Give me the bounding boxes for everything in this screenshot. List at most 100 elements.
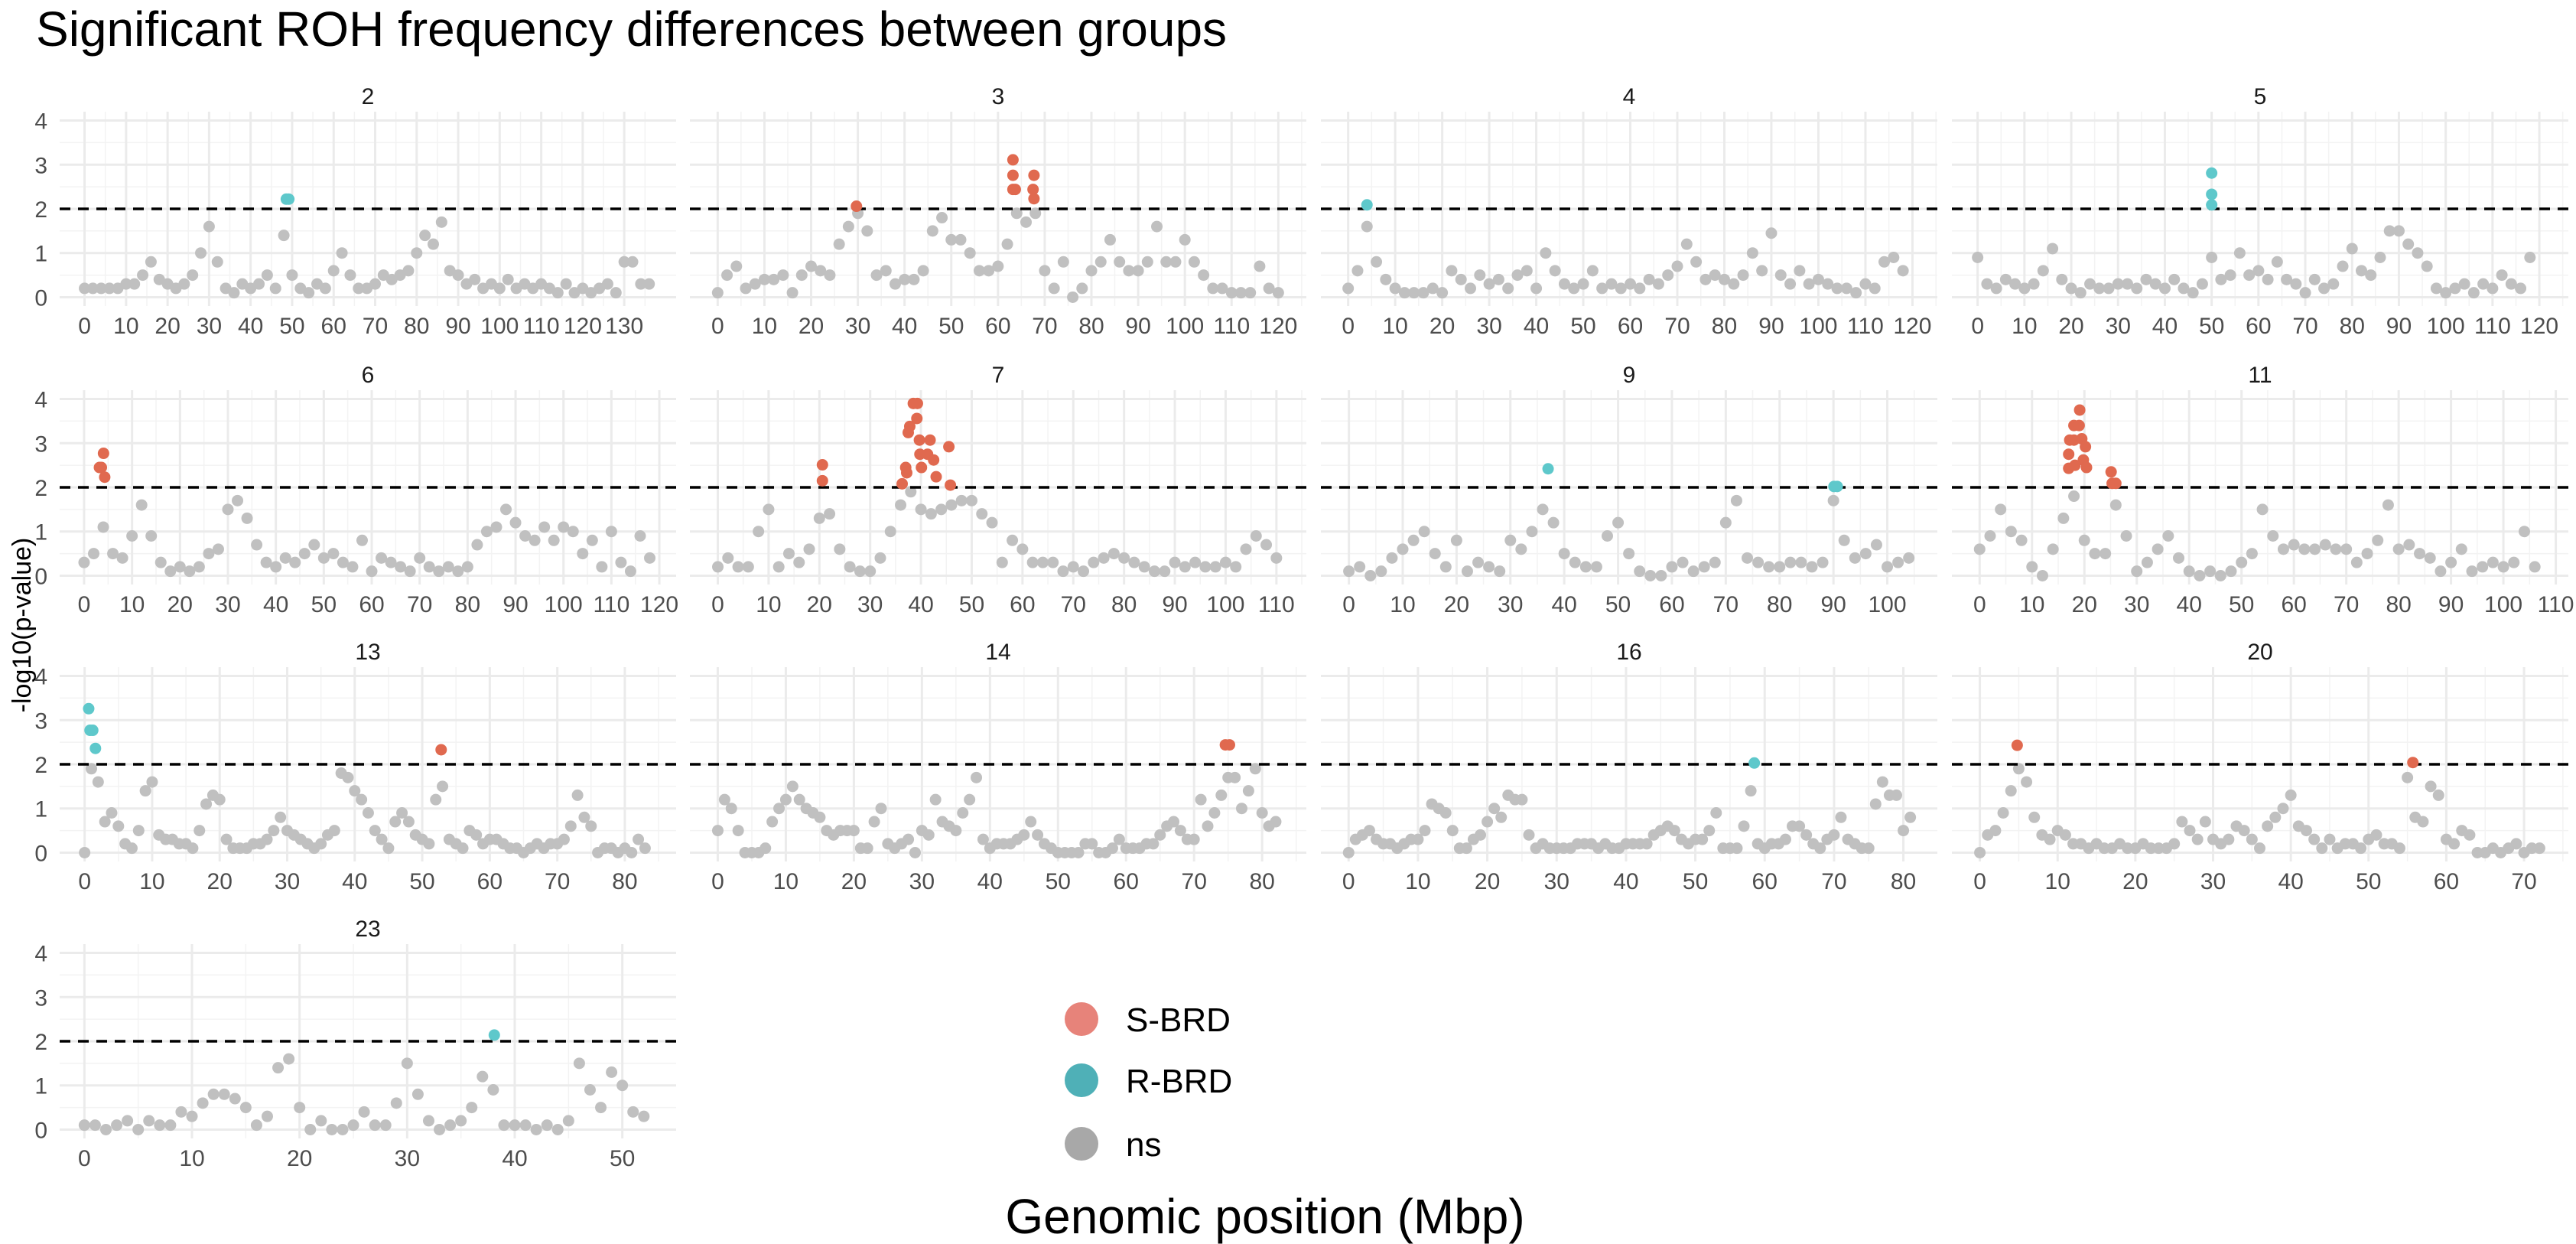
data-point-ns [145,256,157,268]
data-point-ns [2100,548,2112,560]
data-point-r-brd [2206,188,2218,200]
x-tick-label: 70 [2292,314,2317,339]
data-point-ns [327,548,340,560]
data-point-ns [977,833,989,845]
data-point-ns [2372,534,2384,546]
data-point-ns [1007,534,1019,546]
data-point-ns [573,1057,585,1070]
data-point-ns [2337,260,2349,272]
data-point-ns [220,833,233,845]
strip-label: 14 [985,640,1010,665]
data-point-ns [203,220,215,233]
y-tick-label: 1 [34,797,47,822]
data-point-ns [1474,269,1486,282]
data-point-ns [922,829,935,841]
data-point-ns [2018,282,2031,295]
data-point-ns [1398,287,1410,299]
data-point-ns [732,825,744,837]
x-tick-label: 20 [1475,869,1500,894]
data-point-ns [813,512,825,524]
data-point-ns [1596,282,1608,295]
data-point-ns [137,269,149,282]
data-point-ns [965,494,977,506]
data-point-ns [2256,503,2269,516]
x-tick-label: 60 [985,314,1010,339]
data-point-ns [99,1123,112,1135]
data-point-ns [2288,539,2300,551]
data-point-ns [605,526,617,538]
data-point-ns [1342,282,1355,295]
data-point-ns [480,526,493,538]
data-point-ns [2168,838,2181,850]
data-point-ns [519,530,532,542]
data-point-s-brd [911,397,923,409]
data-point-ns [1010,207,1023,220]
data-point-ns [2015,534,2028,546]
data-point-ns [1085,265,1098,277]
x-tick-label: 60 [1752,869,1778,894]
data-point-ns [1984,530,1996,542]
data-point-ns [1154,829,1166,841]
x-tick-label: 20 [807,592,832,617]
data-point-ns [1494,565,1506,578]
data-point-ns [1558,278,1570,290]
data-point-ns [1244,287,1257,299]
data-point-ns [2355,265,2367,277]
x-tick-label: 30 [1498,592,1523,617]
x-axis-title: Genomic position (Mbp) [1005,1189,1524,1244]
data-point-ns [116,552,128,564]
data-point-ns [99,816,111,828]
data-point-ns [1540,247,1552,259]
data-point-ns [2300,825,2312,837]
data-point-ns [1800,829,1813,841]
x-tick-label: 10 [113,314,138,339]
data-point-ns [1644,569,1657,581]
x-tick-label: 20 [207,869,233,894]
data-point-ns [369,278,381,290]
data-point-ns [2068,490,2080,503]
x-tick-label: 70 [363,314,388,339]
data-point-ns [2223,833,2235,845]
data-point-ns [1547,516,1560,529]
data-point-ns [1057,256,1069,268]
x-tick-label: 110 [1213,314,1250,339]
data-point-ns [2243,269,2256,282]
data-point-ns [884,526,896,538]
y-tick-label: 0 [34,841,47,866]
data-point-ns [1147,838,1160,850]
legend-label-s-brd: S-BRD [1126,1001,1231,1039]
data-point-ns [551,1123,564,1135]
data-point-ns [2285,789,2297,801]
x-tick-label: 40 [2177,592,2202,617]
data-point-ns [1888,252,1900,263]
x-tick-label: 70 [1032,314,1057,339]
data-point-s-brd [2105,466,2117,478]
data-point-ns [1742,552,1754,564]
data-point-ns [1174,825,1186,837]
data-point-ns [1488,803,1501,815]
data-point-ns [2074,287,2086,299]
data-point-ns [444,1119,457,1132]
data-point-ns [2112,278,2124,290]
x-tick-label: 30 [215,592,240,617]
data-point-s-brd [2069,459,2081,471]
y-tick-label: 1 [34,520,47,545]
x-tick-label: 40 [1524,314,1549,339]
data-point-ns [337,556,349,568]
data-point-ns [842,220,854,233]
data-point-ns [502,273,514,285]
data-point-ns [1878,256,1891,268]
data-point-ns [1240,543,1252,555]
data-point-ns [864,565,877,578]
data-point-ns [964,793,976,806]
data-point-ns [2021,776,2033,788]
data-point-ns [164,1119,177,1132]
data-point-ns [996,556,1008,568]
data-point-ns [1426,282,1439,295]
data-point-ns [1703,825,1716,837]
data-point-ns [2121,278,2133,290]
data-point-ns [2402,238,2415,250]
data-point-ns [541,1119,553,1132]
data-point-ns [643,278,655,290]
